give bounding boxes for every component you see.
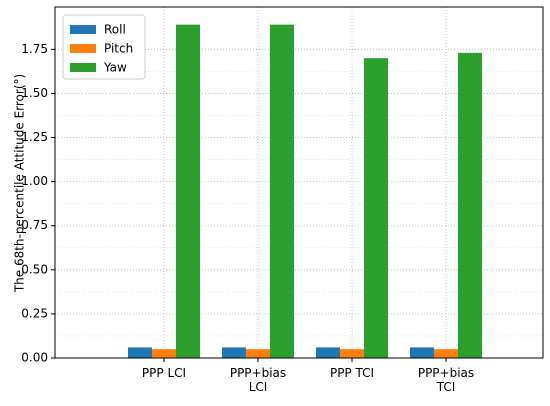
bar <box>176 24 200 359</box>
bar <box>316 347 340 358</box>
y-tick-label: 1.25 <box>21 130 48 144</box>
bar <box>410 347 434 358</box>
y-axis-label: The 68th-percentile Attitude Error(°) <box>13 74 27 293</box>
legend-swatch <box>70 44 96 53</box>
bar <box>222 347 246 358</box>
bar <box>434 349 458 358</box>
bar <box>458 52 482 359</box>
bar <box>364 58 388 358</box>
bar <box>340 349 364 358</box>
x-tick-label: PPP TCI <box>330 366 374 380</box>
legend-label: Yaw <box>103 61 127 75</box>
y-tick-label: 1.75 <box>21 42 48 56</box>
y-tick-label: 0.25 <box>21 306 48 320</box>
x-tick-label: PPP+bias LCI <box>230 366 286 394</box>
legend-label: Pitch <box>104 42 133 56</box>
y-tick-label: 1.00 <box>21 174 48 188</box>
legend-swatch <box>70 25 96 34</box>
y-tick-label: 0.50 <box>21 262 48 276</box>
bar <box>246 349 270 358</box>
bar <box>270 24 294 359</box>
bar <box>152 349 176 358</box>
x-tick-label: PPP LCI <box>142 366 186 380</box>
legend-label: Roll <box>104 23 126 37</box>
y-tick-label: 1.50 <box>21 86 48 100</box>
legend-swatch <box>70 63 96 72</box>
plot-frame <box>54 6 544 359</box>
x-tick-label: PPP+bias TCI <box>418 366 474 394</box>
y-tick-label: 0.75 <box>21 218 48 232</box>
bar <box>128 347 152 358</box>
y-tick-label: 0.00 <box>21 351 48 365</box>
legend: Roll Pitch Yaw <box>62 14 146 80</box>
